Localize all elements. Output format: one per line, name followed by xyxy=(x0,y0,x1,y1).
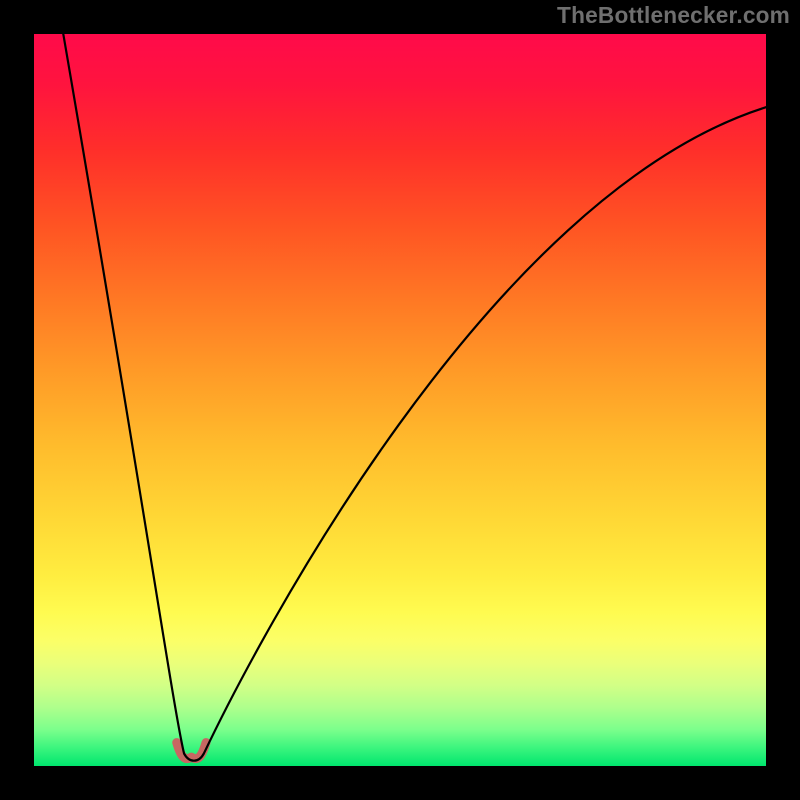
chart-stage: TheBottlenecker.com xyxy=(0,0,800,800)
plot-background xyxy=(34,34,766,766)
bottleneck-chart xyxy=(0,0,800,800)
watermark-label: TheBottlenecker.com xyxy=(557,2,790,29)
